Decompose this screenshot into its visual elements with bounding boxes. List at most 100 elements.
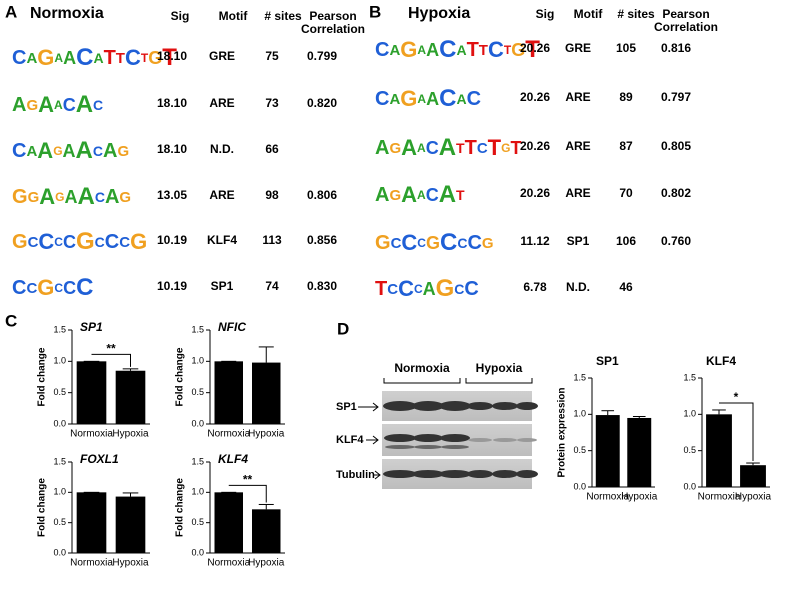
blot-group: Hypoxia [476, 361, 523, 375]
y-tick-label: 1.0 [683, 409, 696, 419]
table-cell: ARE [565, 139, 590, 153]
panel-label: A [5, 2, 17, 21]
y-axis-label: Fold change [37, 478, 48, 537]
y-tick-label: 1.5 [683, 372, 696, 382]
motif-logo: AGAACATTCTGT [375, 134, 521, 161]
y-tick-label: 0.0 [573, 481, 586, 491]
table-cell: 0.820 [307, 96, 337, 110]
table-cell: 6.78 [523, 280, 547, 294]
y-tick-label: 1.5 [53, 324, 66, 334]
chart-title: KLF4 [218, 452, 248, 466]
error-bar [258, 503, 274, 510]
motif-logo: TCCCAGCC [375, 275, 479, 302]
motif-logo: CAGAACATTCTGT [375, 36, 540, 63]
y-axis-label: Fold change [175, 478, 186, 537]
table-cell: 18.10 [157, 49, 187, 63]
table-cell: 18.10 [157, 96, 187, 110]
y-axis-label: Fold change [175, 347, 186, 406]
table-cell: 70 [619, 186, 633, 200]
table-cell: 0.806 [307, 188, 337, 202]
y-tick-label: 0.5 [573, 445, 586, 455]
significance-bracket [91, 353, 131, 367]
table-cell: 20.26 [520, 90, 550, 104]
table-cell: 74 [265, 279, 279, 293]
x-tick-label: Hypoxia [112, 429, 149, 440]
y-tick-label: 0.5 [53, 517, 66, 527]
y-axis-label: Protein expression [557, 387, 568, 477]
panel-label: C [5, 311, 17, 330]
chart-title: SP1 [596, 354, 619, 368]
x-tick-label: Hypoxia [248, 558, 285, 569]
group-bracket [383, 378, 533, 384]
y-tick-label: 1.5 [573, 372, 586, 382]
y-axis-label: Fold change [37, 347, 48, 406]
blot-row: SP1 [336, 401, 357, 413]
chart-title: KLF4 [706, 354, 736, 368]
y-tick-label: 0.0 [191, 418, 204, 428]
table-cell: 20.26 [520, 139, 550, 153]
panel-label: B [369, 2, 381, 21]
table-cell: 73 [265, 96, 279, 110]
x-tick-label: Hypoxia [112, 558, 149, 569]
table-cell: 0.805 [661, 139, 691, 153]
table-cell: ARE [565, 186, 590, 200]
blot-row: Tubulin [336, 469, 375, 481]
table-cell: GRE [209, 49, 235, 63]
error-bar [122, 368, 139, 371]
table-cell: 46 [619, 280, 633, 294]
table-cell: ARE [209, 188, 234, 202]
table-title: Hypoxia [408, 5, 470, 22]
table-cell: 113 [262, 233, 282, 247]
chart-title: SP1 [80, 320, 103, 334]
table-cell: 0.856 [307, 233, 337, 247]
table-cell: 0.797 [661, 90, 691, 104]
y-tick-label: 0.5 [191, 387, 204, 397]
table-cell: 20.26 [520, 186, 550, 200]
y-tick-label: 1.0 [191, 356, 204, 366]
table-cell: 0.802 [661, 186, 691, 200]
error-bar [712, 409, 726, 415]
chart-title: FOXL1 [80, 452, 119, 466]
table-cell: 13.05 [157, 188, 187, 202]
column-header: Sig [170, 9, 190, 23]
significance-bracket [719, 402, 754, 462]
error-bar [122, 492, 139, 497]
y-tick-label: 1.5 [191, 456, 204, 466]
motif-logo: GGAGAACAG [12, 183, 131, 210]
x-tick-label: Normoxia [70, 429, 113, 440]
significance-bracket [228, 484, 267, 503]
bar [115, 370, 146, 424]
table-cell: 10.19 [157, 233, 187, 247]
blot-group: Normoxia [394, 361, 450, 375]
table-cell: N.D. [210, 142, 234, 156]
blot-row: KLF4 [336, 434, 364, 446]
table-title: Normoxia [30, 5, 104, 22]
motif-logo: AGAACAC [12, 91, 103, 118]
bar [595, 415, 620, 487]
column-header: # sites [264, 9, 302, 23]
x-tick-label: Normoxia [207, 558, 250, 569]
error-bar [258, 346, 274, 363]
table-cell: SP1 [211, 279, 234, 293]
x-tick-label: Normoxia [586, 492, 629, 503]
x-tick-label: Hypoxia [621, 492, 658, 503]
bar [706, 414, 732, 487]
y-tick-label: 0.0 [191, 547, 204, 557]
table-cell: 10.19 [157, 279, 187, 293]
y-tick-label: 0.5 [683, 445, 696, 455]
y-tick-label: 0.5 [53, 387, 66, 397]
bar [115, 496, 146, 553]
column-header: Pearson Correlation [300, 9, 365, 36]
y-tick-label: 1.5 [191, 324, 204, 334]
motif-logo: GCCCGCCCG [375, 229, 494, 256]
significance-label: * [734, 390, 739, 404]
y-tick-label: 1.0 [573, 409, 586, 419]
motif-logo: CAGAACATTCTGT [12, 44, 177, 71]
table-cell: 75 [265, 49, 279, 63]
column-header: Motif [573, 7, 603, 21]
y-tick-label: 0.0 [53, 547, 66, 557]
bar [214, 492, 243, 553]
x-tick-label: Normoxia [698, 492, 741, 503]
column-header: Motif [218, 9, 248, 23]
bar [627, 417, 652, 487]
